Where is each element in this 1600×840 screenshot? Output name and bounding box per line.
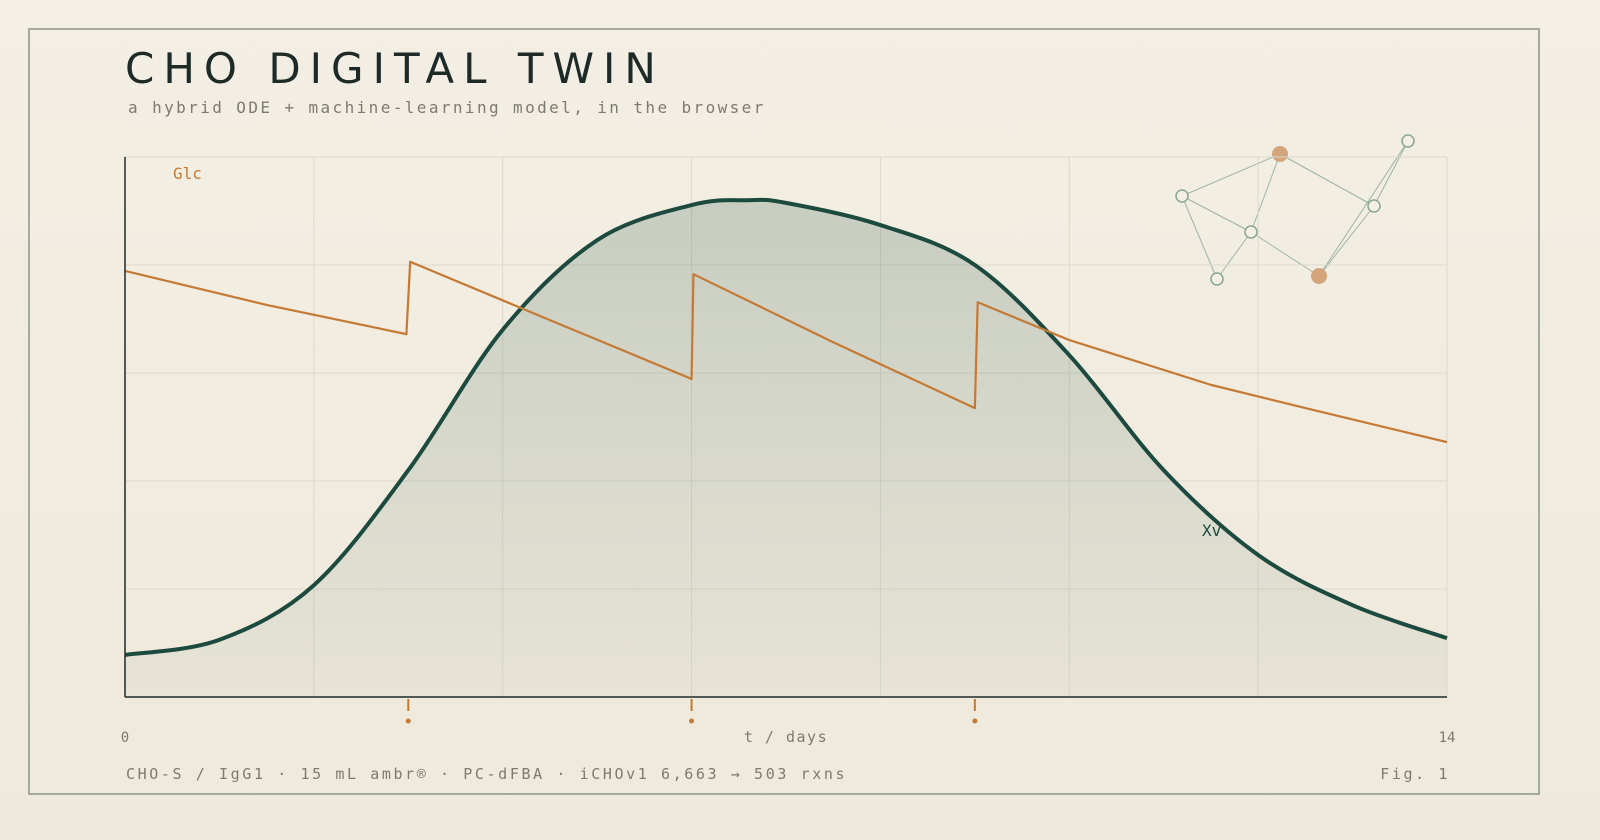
x-tick-label: 14 [1439, 730, 1456, 746]
subtitle: a hybrid ODE + machine-learning model, i… [128, 98, 766, 117]
network-decoration [1175, 134, 1415, 286]
feed-dot [972, 718, 978, 724]
feed-dot [689, 718, 695, 724]
line [124, 260, 1448, 444]
frame [28, 28, 1540, 795]
series-label: Xv [1202, 521, 1221, 540]
chart-title: CHO DIGITAL TWIN [125, 44, 665, 93]
x-tick-label: 0 [121, 730, 129, 746]
footer: CHO-S / IgG1 · 15 mL ambr® · PC-dFBA · i… [126, 765, 847, 783]
feed-dot [405, 718, 411, 724]
line [124, 197, 1448, 657]
area [125, 199, 1447, 697]
x-axis-label: t / days [744, 728, 828, 746]
figure-label: Fig. 1 [1380, 765, 1450, 783]
series-label: Glc [173, 164, 202, 183]
